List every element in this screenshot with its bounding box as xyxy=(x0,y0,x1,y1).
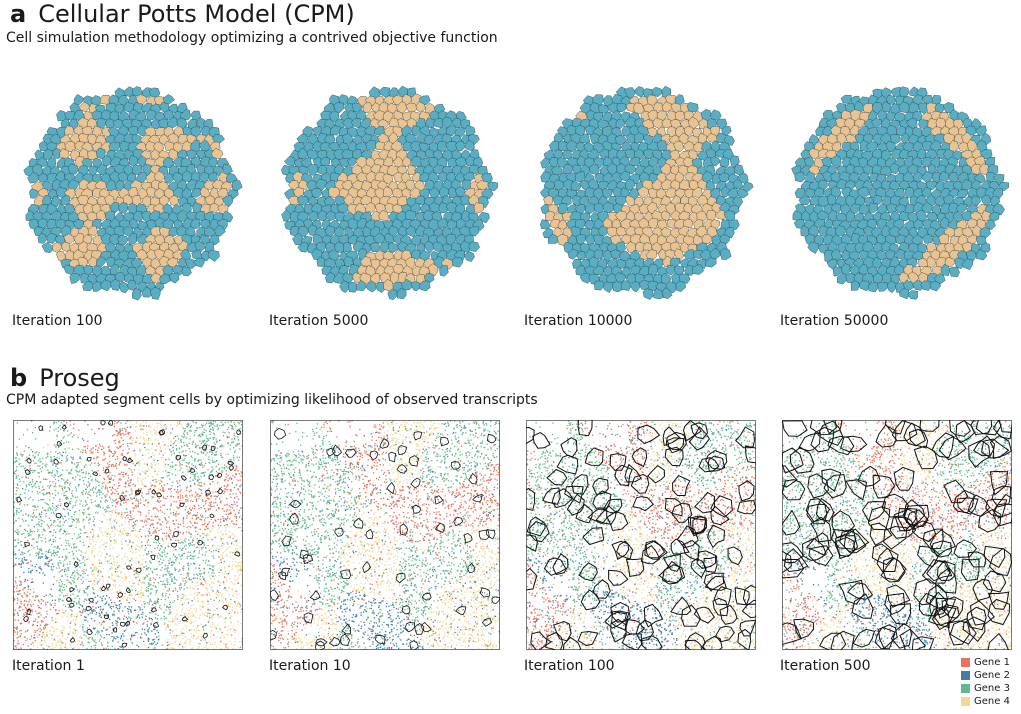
cell-boundaries xyxy=(270,427,500,650)
panel-b-title-line: b Proseg xyxy=(10,364,120,392)
cpm-simulation-iteration-5000 xyxy=(281,85,499,300)
cell-mosaic xyxy=(281,85,499,300)
caption-b-3: Iteration 100 xyxy=(524,658,615,674)
cpm-simulation-iteration-10000 xyxy=(539,85,754,300)
proseg-map-iteration-10 xyxy=(270,420,500,650)
panel-b-letter: b xyxy=(10,364,27,392)
cell-boundaries xyxy=(782,420,1012,650)
proseg-map-iteration-500 xyxy=(782,420,1012,650)
transcript-dots xyxy=(13,420,243,650)
proseg-map-iteration-1 xyxy=(13,420,243,650)
caption-b-4: Iteration 500 xyxy=(780,658,871,674)
legend-item-gene-1: Gene 1 xyxy=(961,656,1010,669)
caption-b-2: Iteration 10 xyxy=(269,658,351,674)
panel-b-heading: b Proseg xyxy=(10,364,120,392)
legend-swatch-gene-3 xyxy=(961,684,970,693)
cell-boundaries xyxy=(526,420,756,650)
legend-swatch-gene-2 xyxy=(961,671,970,680)
panel-b-title: Proseg xyxy=(39,364,120,392)
panel-a-letter: a xyxy=(10,0,26,28)
panel-a-subtitle: Cell simulation methodology optimizing a… xyxy=(6,30,498,46)
panel-a-title-line: a Cellular Potts Model (CPM) xyxy=(10,0,355,28)
caption-a-3: Iteration 10000 xyxy=(524,313,632,329)
panel-a-title: Cellular Potts Model (CPM) xyxy=(38,0,355,28)
caption-b-1: Iteration 1 xyxy=(12,658,85,674)
legend-swatch-gene-1 xyxy=(961,658,970,667)
gene-legend: Gene 1 Gene 2 Gene 3 Gene 4 xyxy=(961,656,1010,708)
legend-label-gene-1: Gene 1 xyxy=(974,657,1010,668)
cpm-simulation-iteration-100 xyxy=(23,86,243,301)
proseg-map-iteration-100 xyxy=(526,420,756,650)
cell-mosaic xyxy=(539,85,754,300)
caption-a-2: Iteration 5000 xyxy=(269,313,368,329)
cell-mosaic xyxy=(791,86,1009,300)
legend-item-gene-3: Gene 3 xyxy=(961,682,1010,695)
cpm-simulation-iteration-50000 xyxy=(791,86,1009,300)
legend-label-gene-4: Gene 4 xyxy=(974,696,1010,707)
legend-item-gene-4: Gene 4 xyxy=(961,695,1010,708)
legend-swatch-gene-4 xyxy=(961,697,970,706)
legend-label-gene-2: Gene 2 xyxy=(974,670,1010,681)
legend-item-gene-2: Gene 2 xyxy=(961,669,1010,682)
caption-a-4: Iteration 50000 xyxy=(780,313,888,329)
legend-label-gene-3: Gene 3 xyxy=(974,683,1010,694)
panel-a-heading: a Cellular Potts Model (CPM) xyxy=(10,0,355,28)
caption-a-1: Iteration 100 xyxy=(12,313,103,329)
cell-mosaic xyxy=(23,86,243,301)
panel-b-subtitle: CPM adapted segment cells by optimizing … xyxy=(6,392,538,408)
cell-boundaries xyxy=(16,420,241,648)
